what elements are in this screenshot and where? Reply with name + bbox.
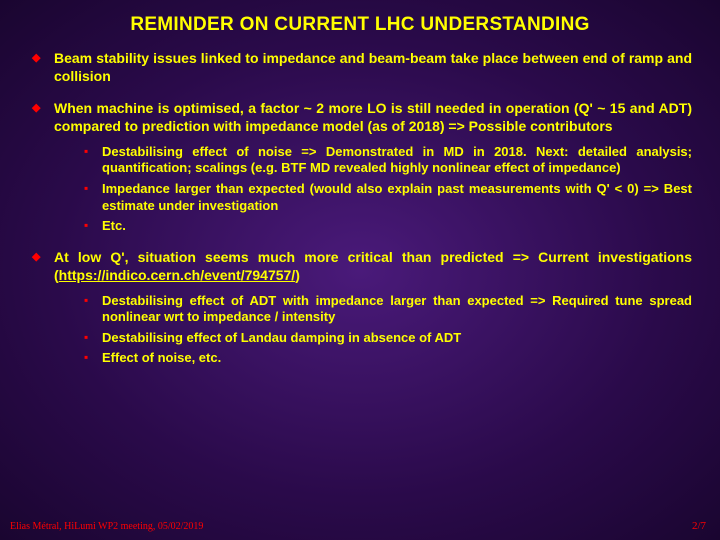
bullet-text: When machine is optimised, a factor ~ 2 … — [54, 100, 692, 134]
sub-bullet-list: Destabilising effect of noise => Demonst… — [54, 144, 692, 235]
footer-page-number: 2/7 — [692, 520, 706, 532]
sub-bullet-item: Destabilising effect of ADT with impedan… — [82, 293, 692, 326]
sub-bullet-item: Effect of noise, etc. — [82, 350, 692, 367]
bullet-item: When machine is optimised, a factor ~ 2 … — [28, 100, 692, 235]
bullet-item: Beam stability issues linked to impedanc… — [28, 50, 692, 86]
sub-bullet-item: Impedance larger than expected (would al… — [82, 181, 692, 214]
sub-bullet-item: Destabilising effect of Landau damping i… — [82, 330, 692, 347]
sub-bullet-list: Destabilising effect of ADT with impedan… — [54, 293, 692, 368]
bullet-text-post: ) — [295, 267, 300, 283]
bullet-item: At low Q', situation seems much more cri… — [28, 249, 692, 367]
link-text[interactable]: https://indico.cern.ch/event/794757/ — [59, 267, 296, 283]
slide-title: REMINDER ON CURRENT LHC UNDERSTANDING — [28, 14, 692, 36]
bullet-text: Beam stability issues linked to impedanc… — [54, 50, 692, 84]
sub-bullet-item: Etc. — [82, 218, 692, 235]
main-bullet-list: Beam stability issues linked to impedanc… — [28, 50, 692, 367]
sub-bullet-item: Destabilising effect of noise => Demonst… — [82, 144, 692, 177]
footer-author-meeting: Elias Métral, HiLumi WP2 meeting, 05/02/… — [10, 521, 203, 532]
slide: REMINDER ON CURRENT LHC UNDERSTANDING Be… — [0, 0, 720, 367]
